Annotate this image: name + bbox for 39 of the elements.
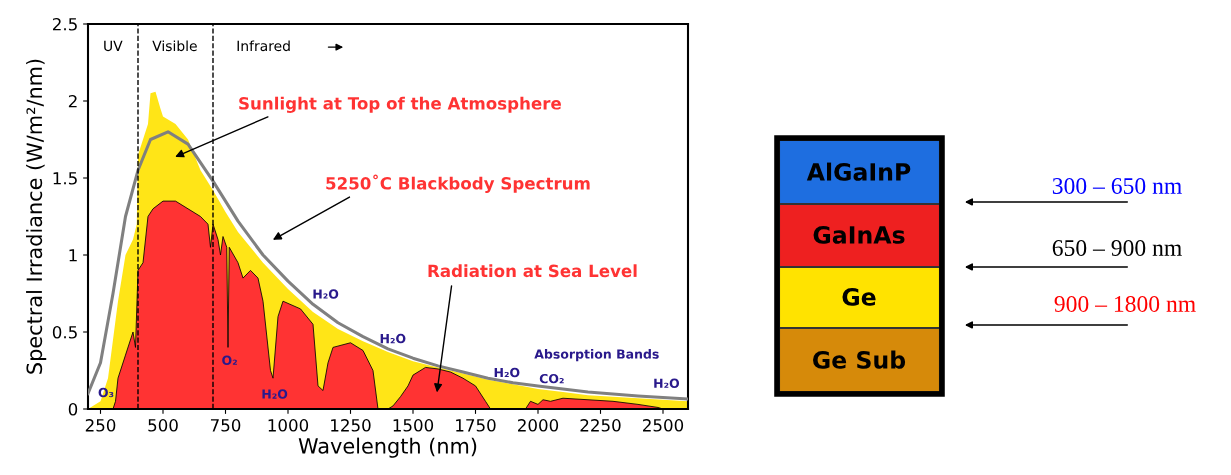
text: GaInAs bbox=[813, 225, 905, 244]
y-tick-label: 2.5 bbox=[52, 17, 77, 31]
annotation: H₂O bbox=[654, 378, 680, 388]
annotation: CO₂ bbox=[539, 373, 564, 384]
annotation: Visible bbox=[152, 40, 197, 52]
text: 300 – 650 nm bbox=[1052, 177, 1182, 194]
annotation: H₂O bbox=[313, 289, 339, 299]
text: 900 – 1800 nm bbox=[1054, 295, 1196, 312]
x-tick-label: 500 bbox=[148, 419, 178, 432]
x-axis-title: Wavelength (nm) bbox=[298, 437, 477, 458]
annotation: Sunlight at Top of the Atmosphere bbox=[239, 96, 561, 113]
text: Ge bbox=[842, 287, 876, 306]
y-tick-label: 2 bbox=[68, 94, 77, 108]
annotation: Infrared bbox=[237, 40, 290, 52]
x-tick-label: 750 bbox=[210, 419, 241, 432]
annotation: H₂O bbox=[262, 389, 288, 399]
x-tick-label: 1000 bbox=[268, 419, 309, 432]
annotation: Absorption Bands bbox=[534, 349, 659, 362]
x-tick-label: 1250 bbox=[331, 419, 371, 432]
x-tick-label: 1500 bbox=[393, 419, 434, 432]
y-tick-label: 1.5 bbox=[53, 172, 77, 185]
annotation: UV bbox=[104, 40, 123, 52]
x-tick-label: 250 bbox=[85, 419, 116, 432]
annotation: 5250˚C Blackbody Spectrum bbox=[326, 174, 590, 193]
x-tick-label: 2500 bbox=[643, 419, 684, 432]
y-axis-title: Spectral Irradiance (W/m²/nm) bbox=[26, 59, 47, 374]
y-tick-label: 0.5 bbox=[52, 325, 77, 339]
y-tick-label: 0 bbox=[68, 402, 78, 416]
text: AlGaInP bbox=[806, 162, 911, 181]
y-tick-label: 1 bbox=[69, 249, 77, 262]
annotation: H₂O bbox=[380, 333, 406, 344]
annotation: H₂O bbox=[494, 367, 520, 378]
x-tick-label: 2250 bbox=[580, 419, 621, 432]
x-tick-label: 2000 bbox=[518, 419, 559, 432]
text: 650 – 900 nm bbox=[1052, 239, 1182, 256]
annotation: O₂ bbox=[222, 355, 237, 365]
annotation: Radiation at Sea Level bbox=[428, 264, 637, 278]
text: Ge Sub bbox=[813, 350, 906, 369]
x-tick-label: 1750 bbox=[456, 419, 496, 432]
